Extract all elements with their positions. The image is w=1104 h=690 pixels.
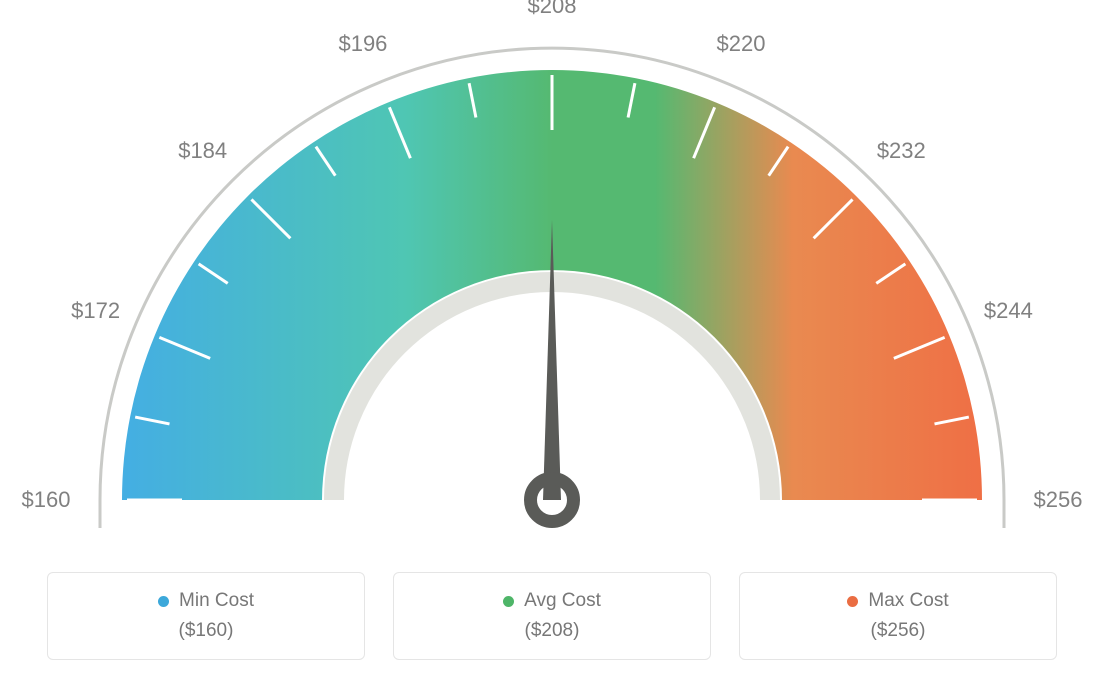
cost-gauge-container: $160 $172 $184 $196 $208 $220 $232 $244 $256 Min… <box>0 0 1104 690</box>
legend-value-max: ($256) <box>871 620 926 642</box>
gauge-tick-label: $220 <box>717 31 766 57</box>
legend-label-min: Min Cost <box>179 590 254 612</box>
legend-card-max: Max Cost ($256) <box>739 572 1057 660</box>
gauge-tick-label: $172 <box>71 298 120 324</box>
legend-value-min: ($160) <box>179 620 234 642</box>
gauge-tick-label: $244 <box>984 298 1033 324</box>
legend-card-avg: Avg Cost ($208) <box>393 572 711 660</box>
legend-dot-avg <box>503 596 514 607</box>
legend-label-max: Max Cost <box>868 590 948 612</box>
gauge-tick-label: $256 <box>1034 487 1083 513</box>
gauge-tick-label: $184 <box>178 138 227 164</box>
legend-card-min: Min Cost ($160) <box>47 572 365 660</box>
legend-value-avg: ($208) <box>525 620 580 642</box>
gauge-tick-label: $208 <box>528 0 577 19</box>
legend-title-max: Max Cost <box>847 590 948 612</box>
gauge-tick-label: $232 <box>877 138 926 164</box>
gauge-svg <box>0 0 1104 560</box>
legend-row: Min Cost ($160) Avg Cost ($208) Max Cost… <box>0 572 1104 660</box>
legend-label-avg: Avg Cost <box>524 590 601 612</box>
legend-dot-min <box>158 596 169 607</box>
legend-dot-max <box>847 596 858 607</box>
legend-title-min: Min Cost <box>158 590 254 612</box>
legend-title-avg: Avg Cost <box>503 590 601 612</box>
gauge-tick-label: $196 <box>338 31 387 57</box>
gauge-chart: $160 $172 $184 $196 $208 $220 $232 $244 $256 <box>0 0 1104 550</box>
gauge-tick-label: $160 <box>22 487 71 513</box>
